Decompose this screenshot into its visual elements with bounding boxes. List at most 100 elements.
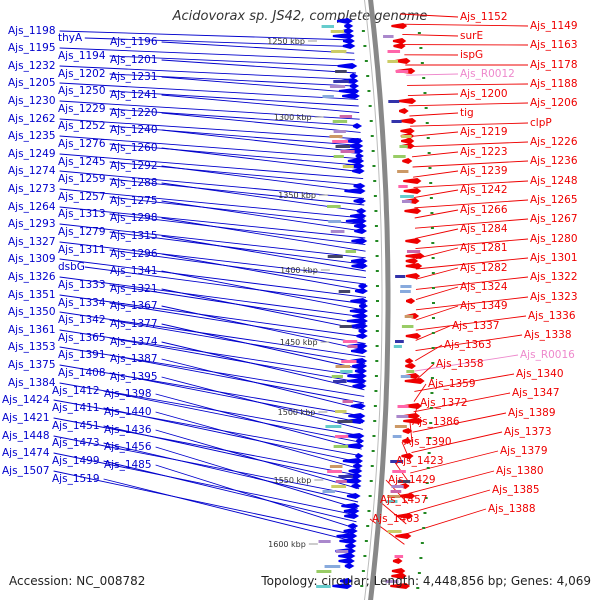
kbp-tick-label: 1400 kbp — [280, 266, 318, 275]
gc-marker — [422, 527, 426, 529]
cog-category-box — [396, 415, 409, 418]
reverse-gene-glyph — [350, 298, 368, 304]
reverse-label-connector — [59, 276, 367, 318]
forward-gene-label: Ajs_1219 — [460, 126, 508, 138]
reverse-label-connector — [109, 249, 367, 285]
gc-marker — [426, 467, 430, 469]
forward-gene-label: Ajs_1282 — [460, 262, 508, 274]
gc-marker — [416, 587, 420, 589]
cog-category-box — [390, 460, 404, 463]
gc-marker — [375, 345, 379, 347]
reverse-gene-glyph — [359, 303, 368, 309]
forward-gene-glyph — [391, 23, 408, 29]
reverse-gene-glyph — [344, 563, 355, 569]
reverse-gene-label: Ajs_1250 — [58, 85, 106, 97]
cog-category-box — [387, 495, 401, 498]
reverse-label-connector — [161, 376, 363, 430]
reverse-gene-label: Ajs_1298 — [110, 212, 158, 224]
forward-label-connector — [401, 441, 412, 463]
forward-gene-label: Ajs_1236 — [530, 155, 578, 167]
cog-category-box — [401, 325, 414, 328]
reverse-gene-label: Ajs_1408 — [58, 367, 106, 379]
reverse-gene-glyph — [354, 368, 368, 374]
gc-marker — [429, 197, 433, 199]
forward-gene-glyph — [390, 583, 411, 589]
forward-label-connector — [413, 180, 529, 188]
cog-category-box — [340, 150, 355, 153]
reverse-gene-glyph — [354, 223, 367, 229]
reverse-label-connector — [161, 112, 361, 133]
gc-marker — [367, 90, 371, 92]
gc-marker — [374, 390, 378, 392]
forward-gene-glyph — [403, 188, 422, 194]
reverse-label-connector — [59, 188, 365, 219]
cog-category-box — [404, 315, 414, 318]
reverse-gene-glyph — [353, 183, 366, 189]
reverse-gene-glyph — [349, 73, 359, 79]
reverse-label-connector — [109, 178, 365, 206]
cog-category-box — [406, 370, 415, 373]
reverse-label-connector — [59, 65, 357, 81]
reverse-gene-label: Ajs_1274 — [8, 165, 56, 177]
forward-label-connector — [411, 141, 529, 148]
backbone-arc — [368, 0, 391, 600]
reverse-gene-label: Ajs_1194 — [58, 50, 106, 62]
gc-marker — [372, 435, 376, 437]
forward-label-connector — [413, 189, 459, 199]
reverse-gene-glyph — [352, 123, 363, 129]
forward-gene-glyph — [391, 573, 407, 579]
reverse-gene-glyph — [347, 378, 367, 384]
feature-tracks — [316, 18, 435, 589]
reverse-gene-glyph — [345, 543, 357, 549]
gc-marker — [375, 285, 379, 287]
cog-category-box — [397, 170, 409, 173]
reverse-gene-label: Ajs_1292 — [110, 160, 158, 172]
reverse-gene-label: Ajs_1485 — [104, 459, 152, 471]
gc-marker — [361, 30, 365, 32]
cog-category-box — [325, 425, 342, 428]
reverse-label-connector — [59, 241, 366, 279]
cog-category-box — [400, 290, 411, 293]
reverse-label-connector — [109, 354, 365, 404]
forward-label-connector — [407, 83, 529, 86]
reverse-label-connector — [109, 73, 358, 87]
forward-gene-label: Ajs_1423 — [396, 455, 444, 467]
reverse-gene-glyph — [336, 18, 353, 24]
gc-marker — [376, 300, 379, 302]
reverse-gene-glyph — [354, 228, 368, 234]
forward-gene-label: Ajs_1380 — [496, 465, 544, 477]
reverse-label-connector — [161, 200, 366, 232]
gc-marker — [375, 330, 379, 332]
reverse-label-connector — [59, 294, 366, 338]
cog-category-box — [393, 345, 402, 348]
gc-marker — [432, 302, 435, 304]
reverse-gene-label: Ajs_1201 — [110, 54, 158, 66]
forward-gene-label: Ajs_R0016 — [520, 349, 575, 361]
reverse-label-connector — [161, 288, 366, 331]
forward-gene-label: Ajs_1379 — [500, 445, 548, 457]
forward-label-connector — [414, 354, 519, 372]
cog-category-box — [327, 255, 343, 258]
cog-category-box — [393, 155, 406, 158]
reverse-label-connector — [53, 399, 362, 457]
reverse-gene-label: Ajs_1473 — [52, 437, 100, 449]
forward-label-connector — [415, 315, 527, 331]
reverse-gene-label: Ajs_1196 — [110, 36, 158, 48]
forward-gene-label: Ajs_1152 — [460, 11, 508, 23]
reverse-gene-label: Ajs_1333 — [58, 279, 106, 291]
forward-label-connector — [410, 131, 459, 137]
cog-category-box — [335, 435, 349, 438]
cog-category-box — [322, 490, 335, 493]
forward-gene-label: Ajs_1324 — [460, 281, 508, 293]
cog-category-box — [340, 370, 353, 373]
reverse-gene-glyph — [348, 468, 363, 474]
forward-gene-label: Ajs_1386 — [412, 416, 460, 428]
reverse-gene-glyph — [343, 508, 360, 514]
reverse-label-connector — [59, 153, 364, 180]
gc-marker — [373, 405, 377, 407]
cog-category-box — [400, 285, 412, 288]
forward-label-connector — [415, 344, 443, 362]
cog-category-box — [331, 50, 347, 53]
gc-marker — [417, 572, 421, 574]
reverse-gene-label: Ajs_1275 — [110, 195, 158, 207]
